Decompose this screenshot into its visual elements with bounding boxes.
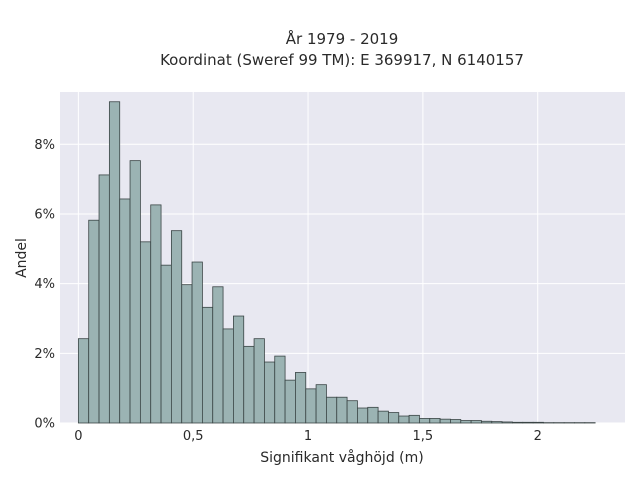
histogram-bar — [160, 264, 172, 424]
histogram-bar — [212, 286, 224, 424]
histogram-bar — [77, 338, 90, 424]
histogram-bar — [129, 160, 141, 424]
histogram-bar — [408, 414, 420, 424]
histogram-bar — [450, 419, 462, 424]
histogram-bar — [388, 412, 400, 424]
histogram-bar — [491, 421, 503, 424]
histogram-bar — [336, 396, 348, 424]
y-axis-title: Andel — [14, 238, 30, 278]
histogram-bar — [233, 315, 245, 424]
histogram-bar — [274, 355, 286, 424]
histogram-bar — [243, 345, 255, 424]
x-axis-title: Signifikant våghöjd (m) — [260, 449, 423, 466]
x-tick-label: 2 — [534, 429, 542, 444]
histogram-bar — [346, 400, 358, 424]
histogram-bar — [181, 284, 193, 424]
histogram-bar — [377, 410, 389, 424]
histogram-bar — [284, 379, 296, 424]
histogram-bar — [512, 421, 524, 424]
histogram-bar — [108, 101, 121, 424]
y-tick-label: 0% — [34, 417, 55, 432]
histogram-bar — [253, 338, 265, 424]
histogram-bar — [305, 388, 317, 424]
histogram-bar — [139, 241, 152, 424]
histogram-bar — [429, 418, 441, 424]
chart-title-line-2: Koordinat (Sweref 99 TM): E 369917, N 61… — [160, 51, 524, 69]
histogram-bar — [398, 415, 410, 424]
histogram-bar — [367, 406, 379, 424]
histogram-bar — [326, 396, 338, 424]
y-tick-label: 8% — [34, 138, 55, 153]
y-tick-label: 2% — [34, 347, 55, 362]
histogram-bars — [77, 101, 596, 424]
x-tick-label: 0,5 — [183, 429, 204, 444]
histogram-bar — [191, 261, 203, 424]
histogram-bar — [201, 306, 214, 424]
histogram-bar — [88, 219, 100, 424]
histogram-bar — [264, 361, 276, 424]
histogram-bar — [98, 174, 110, 424]
chart-title-line-1: År 1979 - 2019 — [286, 29, 399, 48]
histogram-bar — [460, 420, 472, 424]
x-tick-label: 0 — [74, 429, 82, 444]
y-axis-ticks: 0% 2% 4% 6% 8% — [34, 138, 55, 432]
histogram-bar — [470, 420, 482, 424]
histogram-bar — [170, 230, 183, 424]
histogram-bar — [532, 421, 544, 424]
histogram-bar — [315, 384, 327, 424]
histogram-bar — [295, 372, 307, 424]
histogram-bar — [522, 421, 534, 424]
x-tick-label: 1 — [304, 429, 312, 444]
x-axis-ticks: 0 0,5 1 1,5 2 — [74, 429, 542, 444]
histogram-bar — [150, 204, 162, 424]
histogram-bar — [222, 328, 234, 424]
histogram-bar — [357, 407, 369, 424]
histogram-bar — [501, 421, 513, 424]
histogram-bar — [481, 420, 493, 424]
histogram-bar — [119, 198, 131, 424]
y-tick-label: 6% — [34, 207, 55, 222]
y-tick-label: 4% — [34, 277, 55, 292]
histogram-bar — [419, 418, 431, 424]
x-tick-label: 1,5 — [413, 429, 434, 444]
histogram-bar — [439, 418, 451, 424]
